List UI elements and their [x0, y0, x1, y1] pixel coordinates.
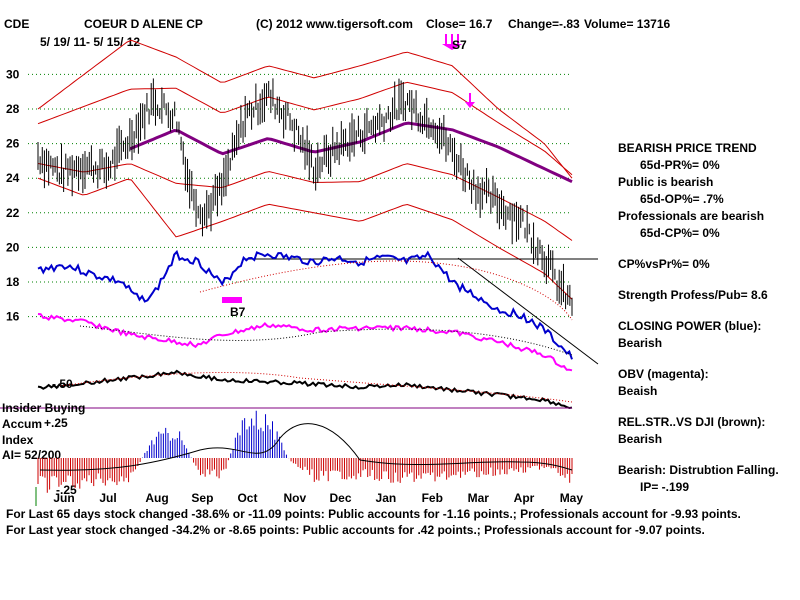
pro-value: 65d-CP%= 0%	[640, 226, 720, 240]
price-bars	[37, 78, 573, 316]
y-tick-20: 20	[6, 240, 20, 254]
close-value: Close= 16.7	[426, 17, 493, 31]
month-tick-apr: Apr	[514, 491, 535, 505]
month-tick-mar: Mar	[468, 491, 490, 505]
closing-power	[37, 249, 573, 360]
closing-power-value: Bearish	[618, 336, 663, 350]
obv-value: Beaish	[618, 384, 658, 398]
y-tick-18: 18	[6, 275, 20, 289]
moving-average-line	[129, 121, 573, 184]
relstr-title: REL.STR..VS DJI (brown):	[618, 415, 766, 429]
footer-line-65-days: For Last 65 days stock changed -38.6% or…	[6, 507, 741, 521]
obv-line	[37, 313, 573, 372]
company-title: COEUR D ALENE CP	[84, 17, 203, 31]
month-tick-dec: Dec	[330, 491, 352, 505]
accum-label: Accum	[2, 417, 42, 431]
trend-value: 65d-PR%= 0%	[640, 158, 720, 172]
relstr-value: Bearish	[618, 432, 663, 446]
closing-power-line	[37, 249, 573, 360]
volume-value: Volume= 13716	[584, 17, 670, 31]
bollinger-bands	[37, 39, 573, 300]
index-label: Index	[2, 433, 34, 447]
sell-signal-arrows	[442, 34, 475, 108]
y-tick-24: 24	[6, 171, 20, 185]
accum-index-average	[39, 423, 573, 471]
month-axis-labels: Jun Jul Aug Sep Oct Nov Dec Jan Feb Mar Apr May	[53, 491, 583, 505]
month-tick-jul: Jul	[99, 491, 116, 505]
distribution-title: Bearish: Distrubtion Falling.	[618, 463, 779, 477]
y-tick-22: 22	[6, 206, 20, 220]
closing-power-title: CLOSING POWER (blue):	[618, 319, 762, 333]
accum-average	[39, 423, 573, 471]
inner-lower-band	[37, 163, 573, 241]
strength: Strength Profess/Pub= 8.6	[618, 288, 768, 302]
y-tick-28: 28	[6, 102, 20, 116]
cp-vs-pr: CP%vsPr%= 0%	[618, 257, 710, 271]
accum-index-bars	[37, 410, 573, 493]
insider-buying-label: Insider Buying	[2, 401, 85, 415]
obv-title: OBV (magenta):	[618, 367, 709, 381]
pro-title: Professionals are bearish	[618, 209, 765, 223]
ai-label: AI= 52/200	[2, 448, 61, 462]
downtrend-line	[457, 257, 599, 365]
plus-25-label: +.25	[44, 416, 68, 430]
ip-value: IP= -.199	[640, 480, 690, 494]
signal-panel: BEARISH PRICE TREND 65d-PR%= 0% Public i…	[618, 140, 798, 496]
month-tick-jan: Jan	[376, 491, 397, 505]
date-range: 5/ 19/ 11- 5/ 15/ 12	[40, 35, 140, 49]
lower-band	[37, 177, 573, 300]
moving-average	[129, 121, 573, 184]
footer-line-year: For Last year stock changed -34.2% or -8…	[6, 523, 705, 537]
inner-upper-band	[37, 81, 573, 176]
month-tick-nov: Nov	[283, 491, 306, 505]
sell-signal-label: S7	[452, 38, 467, 52]
obv	[37, 313, 573, 372]
month-tick-may: May	[560, 491, 584, 505]
copyright: (C) 2012 www.tigersoft.com	[256, 17, 413, 31]
ticker-label: CDE	[4, 17, 29, 31]
month-tick-feb: Feb	[422, 491, 443, 505]
price-axis-labels: 30 28 26 24 22 20 18 16	[6, 67, 20, 323]
closing-power-ma	[199, 260, 573, 321]
y-tick-26: 26	[6, 137, 20, 151]
obv-level-label: -.50	[52, 377, 73, 391]
y-tick-16: 16	[6, 310, 20, 324]
month-tick-oct: Oct	[237, 491, 257, 505]
month-tick-sep: Sep	[191, 491, 213, 505]
change-value: Change=-.83	[508, 17, 580, 31]
obv-ma	[79, 325, 573, 356]
month-tick-aug: Aug	[145, 491, 168, 505]
rel-strength	[37, 369, 573, 410]
relative-strength-line	[37, 369, 573, 410]
upper-band	[37, 39, 573, 179]
minus-25-label: -.25	[56, 483, 77, 497]
public-title: Public is bearish	[618, 175, 714, 189]
y-tick-30: 30	[6, 67, 20, 81]
buy-signal-label: B7	[230, 305, 246, 319]
month-tick-jun: Jun	[53, 491, 74, 505]
rel-strength-ma	[59, 371, 573, 403]
public-value: 65d-OP%= .7%	[640, 192, 724, 206]
trend-title: BEARISH PRICE TREND	[618, 141, 757, 155]
footer-summary: For Last 65 days stock changed -38.6% or…	[6, 506, 741, 538]
